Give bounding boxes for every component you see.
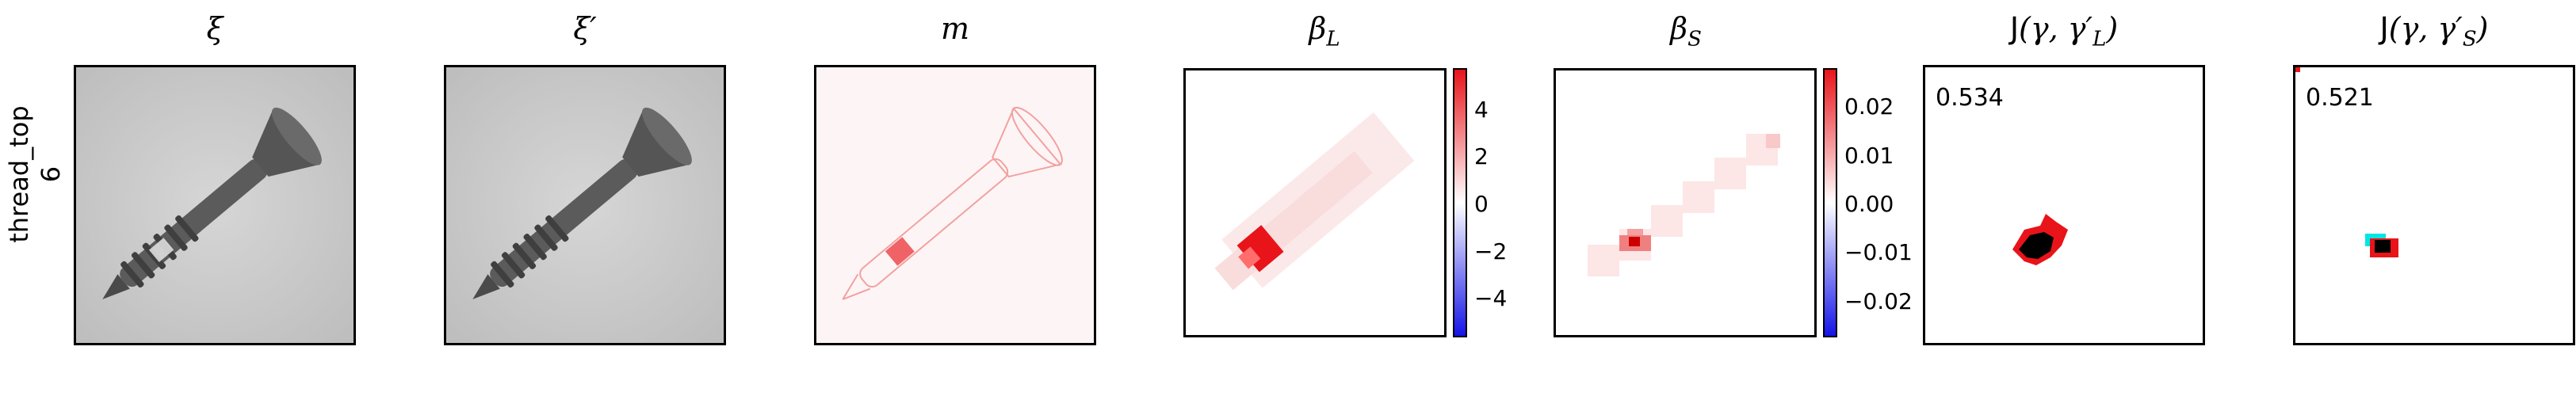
colorbar-beta-s-tick-4: −0.02 [1844, 288, 1913, 314]
panel-title-xi-prime-text: ξ′ [573, 11, 597, 46]
panel-title-j-l-sub: L [2093, 27, 2107, 51]
row-label: thread_top 6 [3, 87, 67, 261]
panel-title-j-l-args: (γ, γ′ [2019, 11, 2093, 46]
panel-title-j-l-pre: J [2009, 11, 2020, 46]
panel-title-beta-l-sub: L [1326, 27, 1340, 51]
score-j-s: 0.521 [2306, 84, 2374, 112]
panel-title-xi-prime: ξ′ [445, 11, 724, 46]
panel-title-j-l: J(γ, γ′L) [1924, 11, 2203, 51]
screw-image-xi [76, 67, 354, 343]
colorbar-beta-s-tick-2: 0.00 [1844, 191, 1894, 217]
overlap-j-l [1925, 67, 2203, 343]
panel-title-beta-l-text: β [1309, 11, 1327, 46]
image-beta-s [1554, 68, 1817, 337]
row-label-name: thread_top [4, 105, 34, 243]
image-m [814, 65, 1096, 345]
panel-title-j-s-sub: S [2462, 27, 2477, 51]
score-j-l: 0.534 [1936, 84, 2004, 112]
colorbar-beta-l-tick-2: 0 [1474, 191, 1489, 217]
image-j-l [1923, 65, 2205, 345]
image-j-s [2293, 65, 2575, 345]
row-label-index: 6 [36, 166, 66, 183]
panel-title-xi-text: ξ [206, 11, 224, 46]
panel-title-j-l-end: ) [2106, 11, 2119, 46]
panel-title-j-s: J(γ, γ′S) [2295, 11, 2574, 51]
panel-title-beta-s-sub: S [1687, 27, 1702, 51]
panel-title-beta-s-text: β [1670, 11, 1688, 46]
screw-image-xi-prime [446, 67, 724, 343]
panel-title-xi: ξ [75, 11, 354, 46]
colorbar-beta-l-tick-4: −4 [1474, 285, 1508, 311]
image-beta-l [1183, 68, 1447, 337]
heatmap-beta-s [1556, 70, 1814, 335]
colorbar-beta-l [1453, 68, 1467, 337]
panel-title-beta-s: βS [1555, 11, 1817, 51]
mask-image-m [816, 67, 1094, 343]
colorbar-beta-l-tick-1: 2 [1474, 143, 1489, 169]
colorbar-beta-s-tick-3: −0.01 [1844, 239, 1913, 265]
panel-title-beta-l: βL [1185, 11, 1464, 51]
panel-title-m-text: m [940, 11, 970, 46]
panel-title-j-s-pre: J [2379, 11, 2389, 46]
panel-title-j-s-end: ) [2476, 11, 2489, 46]
panel-title-m: m [816, 11, 1095, 46]
image-xi-prime [444, 65, 726, 345]
colorbar-beta-s [1823, 68, 1837, 337]
colorbar-beta-s-tick-1: 0.01 [1844, 143, 1894, 169]
heatmap-beta-l [1186, 70, 1444, 335]
image-xi [74, 65, 356, 345]
overlap-j-s [2295, 67, 2573, 343]
colorbar-beta-l-tick-0: 4 [1474, 97, 1489, 123]
colorbar-beta-s-tick-0: 0.02 [1844, 93, 1894, 120]
colorbar-beta-l-tick-3: −2 [1474, 238, 1508, 265]
panel-title-j-s-args: (γ, γ′ [2388, 11, 2463, 46]
